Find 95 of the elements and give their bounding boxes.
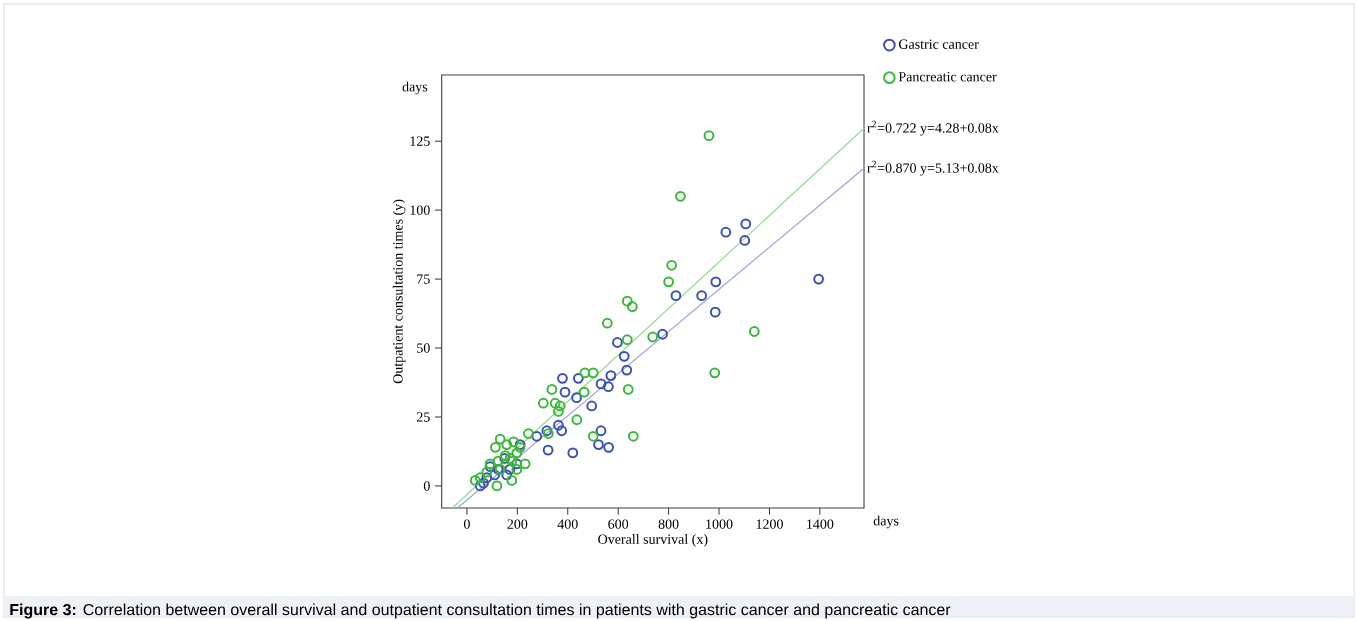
point — [587, 367, 599, 379]
point — [720, 226, 732, 238]
point — [595, 425, 607, 437]
point — [748, 326, 760, 337]
x-tick-label: 800 — [658, 519, 679, 529]
point — [557, 372, 568, 384]
point — [546, 384, 558, 395]
y-tick-label: 100 — [410, 205, 430, 215]
point — [622, 384, 634, 395]
point — [571, 414, 583, 426]
x-tick-label: 1000 — [706, 519, 733, 529]
point — [621, 295, 633, 307]
point — [511, 447, 523, 459]
x-tick-label: 200 — [507, 519, 528, 529]
point — [621, 334, 633, 346]
point — [571, 392, 582, 404]
legend-label: Gastric cancer — [898, 39, 979, 49]
x-axis-title: Overall survival (x) — [598, 534, 708, 547]
point — [556, 425, 568, 437]
point — [666, 259, 678, 271]
point — [554, 400, 566, 412]
point — [603, 441, 615, 453]
point — [494, 433, 506, 445]
point — [506, 475, 518, 486]
point — [710, 276, 722, 288]
y-tick-label: 0 — [423, 481, 430, 491]
point — [813, 273, 825, 285]
x-tick-label: 600 — [608, 519, 629, 529]
text: days — [402, 81, 428, 95]
point — [626, 301, 638, 313]
point — [549, 397, 561, 409]
point — [481, 466, 493, 478]
point — [474, 480, 486, 492]
point — [601, 317, 613, 329]
point — [670, 290, 682, 302]
point — [675, 190, 686, 202]
point — [504, 463, 516, 475]
x-tick-label: 0 — [463, 519, 470, 529]
point — [696, 290, 708, 302]
x-tick-label: 1400 — [807, 519, 834, 529]
y-tick-label: 75 — [417, 274, 430, 284]
point — [739, 235, 751, 246]
point — [501, 469, 513, 481]
point — [618, 350, 630, 362]
point — [605, 370, 617, 382]
point — [579, 367, 591, 379]
point — [587, 430, 599, 442]
point — [492, 455, 504, 467]
y-tick-label: 25 — [416, 412, 430, 422]
point — [478, 477, 489, 489]
point — [559, 386, 571, 398]
point — [612, 337, 623, 348]
point — [489, 469, 501, 481]
point — [481, 472, 493, 484]
point — [703, 130, 715, 142]
point — [602, 381, 614, 393]
point — [511, 463, 523, 475]
point — [469, 475, 481, 486]
y-tick-label: 125 — [410, 136, 430, 146]
point — [593, 439, 604, 450]
point — [491, 480, 503, 492]
point — [519, 458, 531, 470]
y-axis-title: Outpatient consultation times (y) — [392, 199, 406, 384]
point — [537, 397, 549, 409]
point — [572, 372, 584, 384]
point — [595, 378, 607, 390]
point — [663, 276, 675, 288]
point — [709, 367, 721, 379]
legend-label: Pancreatic cancer — [898, 72, 997, 82]
point — [709, 306, 721, 318]
text: Figure 3: Correlation between overall survival and outpatient consultation times in patients with gastric cancer and pancreatic cancer — [10, 603, 951, 619]
point — [586, 400, 598, 412]
point — [542, 444, 554, 456]
x-tick-label: 1200 — [756, 519, 783, 529]
point — [627, 430, 639, 442]
point — [523, 428, 534, 439]
point — [553, 419, 564, 431]
point — [511, 458, 523, 470]
point — [508, 436, 519, 448]
point — [553, 406, 564, 417]
text: days — [873, 515, 899, 529]
point — [567, 447, 579, 459]
x-tick-label: 400 — [557, 519, 578, 529]
y-tick-label: 50 — [417, 343, 430, 353]
point — [647, 331, 659, 343]
point — [621, 364, 633, 376]
point — [578, 386, 590, 398]
point — [490, 441, 501, 453]
point — [740, 218, 752, 230]
annotation: r$^{2}$=0.722 y=4.28+0.08x — [867, 120, 999, 136]
point — [531, 430, 543, 442]
point — [474, 472, 486, 484]
point — [657, 328, 668, 340]
point — [501, 439, 513, 450]
annotation: r$^{2}$=0.870 y=5.13+0.08x — [867, 160, 999, 176]
